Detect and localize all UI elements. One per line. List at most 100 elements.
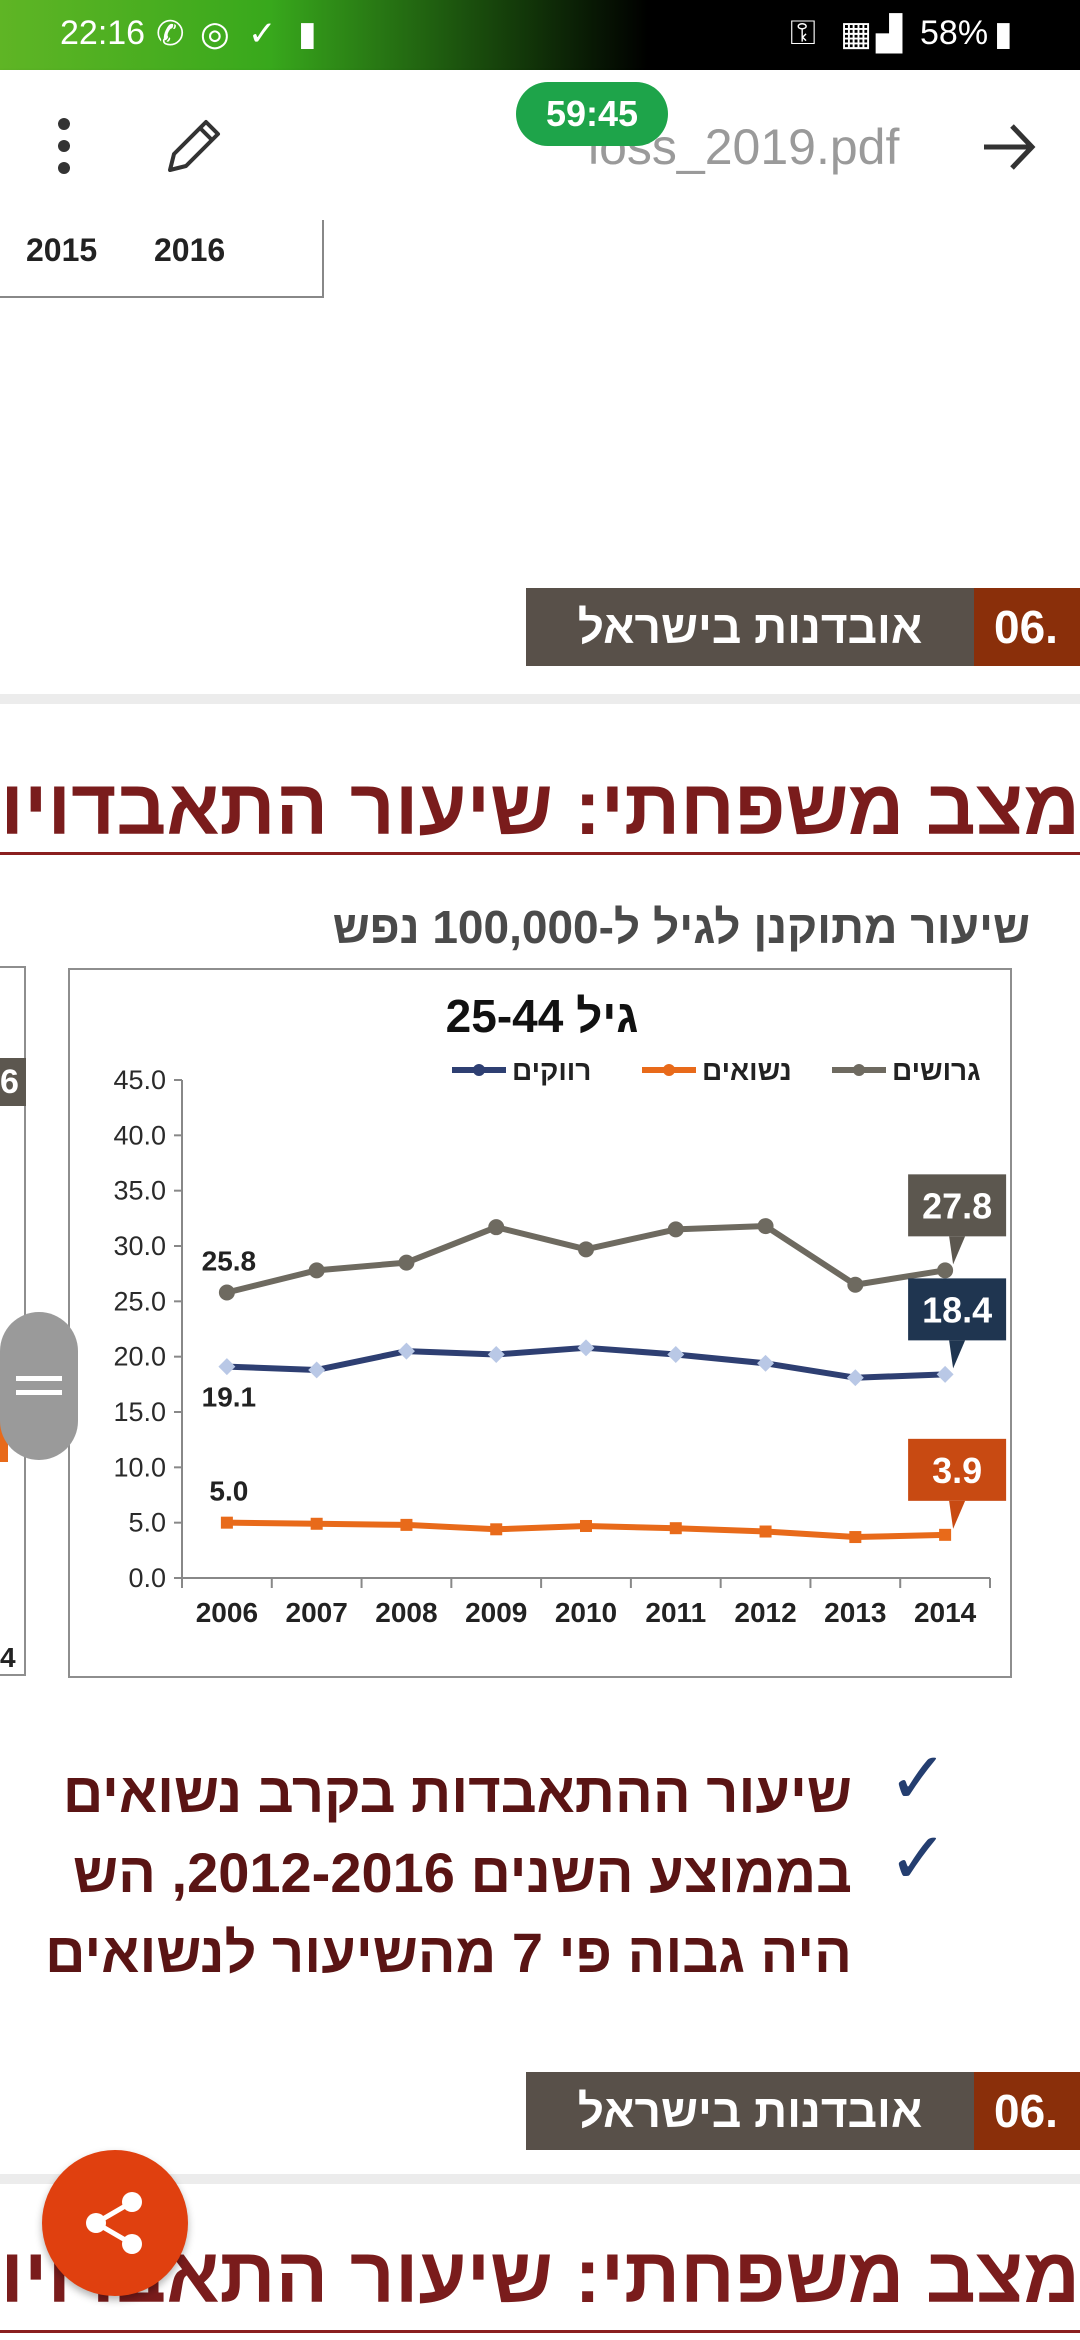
chart-svg: גיל 25-44 גרושים נשואים רווקים 0.0 5.0 10.0 1… <box>113 990 1007 1628</box>
y-tick-label: 0.0 <box>128 1563 166 1593</box>
y-tick-label: 35.0 <box>113 1176 166 1206</box>
legend-marker <box>473 1064 485 1076</box>
footer-page-number: 06. <box>974 2072 1080 2150</box>
x-tick-label: 2012 <box>734 1597 796 1628</box>
arrow-forward-icon <box>984 124 1036 170</box>
data-point <box>669 1522 682 1535</box>
x-tick-label: 2010 <box>555 1597 617 1628</box>
y-tick-label: 5.0 <box>128 1508 166 1538</box>
data-point <box>580 1519 592 1532</box>
signal-icon: ▟ <box>876 15 903 53</box>
x-tick-label: 2006 <box>196 1597 258 1628</box>
y-tick-label: 40.0 <box>113 1120 166 1150</box>
partial-axis-label: 4 <box>0 1642 16 1673</box>
chart-axes: 0.0 5.0 10.0 15.0 20.0 25.0 30.0 35.0 40.0 45.0 20… <box>113 1065 991 1628</box>
data-label: 5.0 <box>209 1476 248 1507</box>
data-point <box>846 1369 864 1387</box>
bullet-text: שיעור ההתאבדות בקרב נשואים <box>62 1761 852 1824</box>
data-point <box>308 1262 325 1279</box>
phone-icon: ✆ <box>156 15 185 53</box>
y-tick-label: 10.0 <box>113 1452 166 1482</box>
data-point <box>757 1354 775 1372</box>
share-icon <box>86 2192 142 2254</box>
data-label: 25.8 <box>202 1245 257 1276</box>
pdf-toolbar: loss_2019.pdf 59:45 <box>0 70 1080 220</box>
forward-button[interactable] <box>976 114 1042 180</box>
slide-title: מצב משפחתי: שיעור התאבדויות <box>0 763 1080 851</box>
data-point <box>757 1218 774 1235</box>
footer-title: אובדנות בישראל <box>526 588 974 666</box>
previous-chart-frame: 2015 2016 <box>0 220 324 298</box>
data-point <box>218 1358 236 1376</box>
callout-box <box>908 1278 1007 1341</box>
callout-box <box>908 1438 1007 1501</box>
footer-title: אובדנות בישראל <box>526 2072 974 2150</box>
legend-marker <box>853 1064 865 1076</box>
data-point <box>490 1523 503 1536</box>
x-tick-label: 2009 <box>465 1597 527 1628</box>
check-icon: ✓ <box>888 1739 949 1819</box>
legend-label: נשואים <box>702 1055 792 1086</box>
data-point <box>849 1531 862 1544</box>
battery-percent: 58% <box>920 14 989 52</box>
prev-year-label: 2015 <box>26 232 98 268</box>
data-point <box>218 1284 235 1301</box>
bullet-text: היה גבוה פי 7 מהשיעור לנשואים <box>45 1921 852 1984</box>
data-point <box>939 1528 952 1541</box>
series-line <box>226 1223 946 1296</box>
data-point <box>577 1339 595 1357</box>
share-button[interactable] <box>42 2150 188 2296</box>
status-bar: 22:16 ✆ ◎ ✓ ▮ ⚿ ▦ ▟ 58% ▮ <box>0 0 1080 70</box>
data-label: 19.1 <box>202 1382 257 1413</box>
chart-legend: גרושים נשואים רווקים <box>452 1055 981 1086</box>
data-point <box>667 1221 684 1238</box>
data-point <box>397 1342 415 1360</box>
footer-page-number: 06. <box>974 588 1080 666</box>
x-tick-label: 2008 <box>375 1597 437 1628</box>
title-divider <box>0 852 1080 855</box>
pdf-page-previous: 2015 2016 אובדנות בישראל 06. <box>0 220 1080 694</box>
data-point <box>400 1518 413 1531</box>
data-point <box>937 1262 954 1279</box>
data-point <box>398 1254 415 1271</box>
y-tick-label: 45.0 <box>113 1065 166 1095</box>
y-tick-label: 15.0 <box>113 1397 166 1427</box>
signal-h-icon: ▦ <box>840 15 873 53</box>
more-vert-icon <box>58 118 70 174</box>
y-tick-label: 25.0 <box>113 1286 166 1316</box>
line-chart: גיל 25-44 גרושים נשואים רווקים 0.0 5.0 10.0 1… <box>68 968 1012 1678</box>
callout-label: 18.4 <box>922 1289 992 1330</box>
scroll-drag-handle[interactable] <box>0 1312 78 1460</box>
battery-icon: ▮ <box>994 15 1013 53</box>
check-icon: ✓ <box>888 1819 949 1899</box>
chart-title: גיל 25-44 <box>446 990 639 1042</box>
chart-series: 25.8 27.8 5.0 3.9 19.1 18.4 <box>202 1174 1007 1544</box>
pencil-icon <box>168 120 220 172</box>
data-point <box>488 1219 505 1236</box>
prev-year-label: 2016 <box>154 232 226 268</box>
x-tick-label: 2014 <box>914 1597 977 1628</box>
more-options-button[interactable] <box>42 112 86 182</box>
legend-label: רווקים <box>512 1055 591 1086</box>
data-point <box>936 1365 954 1383</box>
callout-pointer <box>949 1340 966 1369</box>
callout-box <box>908 1174 1007 1237</box>
partial-callout: 6 <box>0 1058 26 1106</box>
y-tick-label: 30.0 <box>113 1231 166 1261</box>
data-point <box>759 1525 772 1538</box>
x-tick-label: 2013 <box>824 1597 886 1628</box>
y-tick-label: 20.0 <box>113 1342 166 1372</box>
callout-label: 3.9 <box>932 1450 982 1491</box>
data-point <box>487 1345 505 1363</box>
battery-saver-icon: ▮ <box>298 15 317 53</box>
x-tick-label: 2007 <box>286 1597 348 1628</box>
callout-pointer <box>949 1236 966 1265</box>
data-point <box>667 1345 685 1363</box>
whatsapp-icon: ◎ <box>200 15 230 53</box>
edit-button[interactable] <box>158 110 228 180</box>
chart-subtitle: שיעור מתוקנן לגיל ל-100,000 נפש <box>332 901 1030 953</box>
legend-label: גרושים <box>892 1055 981 1086</box>
data-point <box>578 1241 594 1258</box>
data-point <box>310 1517 323 1530</box>
legend-marker <box>663 1064 675 1076</box>
